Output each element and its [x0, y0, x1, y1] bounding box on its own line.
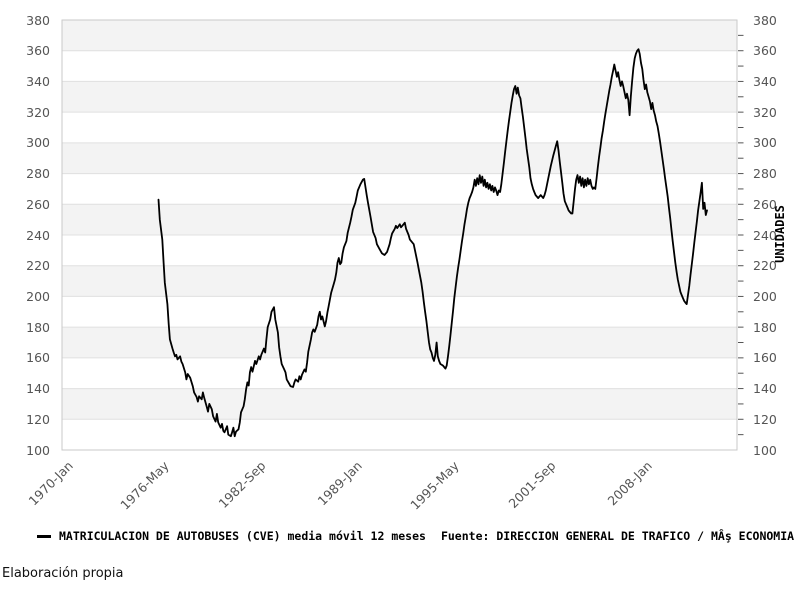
grid-band: [62, 20, 737, 51]
grid-band: [62, 204, 737, 235]
grid-band: [62, 142, 737, 174]
y-axis-label-right: 120: [753, 411, 777, 427]
grid-band: [62, 265, 737, 297]
y-axis-label-left: 320: [26, 104, 50, 120]
legend: MATRICULACION DE AUTOBUSES (CVE) media m…: [37, 529, 794, 543]
y-axis-label-right: 300: [753, 135, 777, 151]
series-line: [157, 48, 708, 438]
y-axis-label-left: 200: [26, 288, 50, 304]
y-axis-label-right: 100: [753, 442, 777, 458]
y-axis-label-right: 280: [753, 166, 777, 182]
y-axis-label-left: 220: [26, 258, 50, 274]
legend-source-label: Fuente: DIRECCION GENERAL DE TRAFICO / M…: [440, 529, 795, 543]
y-axis-label-left: 340: [26, 73, 50, 89]
y-axis-label-left: 160: [26, 350, 50, 366]
y-axis-label-right: 180: [753, 319, 777, 335]
y-axis-label-right: 160: [753, 350, 777, 366]
y-axis-title: UNIDADES: [773, 205, 787, 263]
y-axis-label-right: 320: [753, 104, 777, 120]
y-axis-label-right: 220: [753, 258, 777, 274]
y-axis-label-left: 140: [26, 381, 50, 397]
y-axis-label-left: 260: [26, 196, 50, 212]
plot-border: [61, 19, 738, 451]
grid-band: [62, 327, 737, 358]
y-axis-label-right: 360: [753, 43, 777, 59]
y-axis-label-right: 140: [753, 381, 777, 397]
y-axis-label-left: 100: [26, 442, 50, 458]
y-axis-label-left: 120: [26, 411, 50, 427]
y-axis-label-right: 380: [753, 12, 777, 28]
y-axis-label-left: 380: [26, 12, 50, 28]
y-axis-label-right: 240: [753, 227, 777, 243]
y-axis-label-left: 360: [26, 43, 50, 59]
grid-band: [62, 81, 737, 113]
y-axis-label-right: 200: [753, 288, 777, 304]
y-axis-label-left: 300: [26, 135, 50, 151]
legend-line-swatch: [37, 534, 51, 538]
footer-note: Elaboración propia: [2, 566, 124, 581]
legend-series-label: MATRICULACION DE AUTOBUSES (CVE) media m…: [59, 529, 426, 543]
y-axis-label-left: 180: [26, 319, 50, 335]
y-axis-label-right: 340: [753, 73, 777, 89]
grid-band: [62, 388, 737, 420]
y-axis-label-right: 260: [753, 196, 777, 212]
y-axis-label-left: 280: [26, 166, 50, 182]
y-axis-label-left: 240: [26, 227, 50, 243]
